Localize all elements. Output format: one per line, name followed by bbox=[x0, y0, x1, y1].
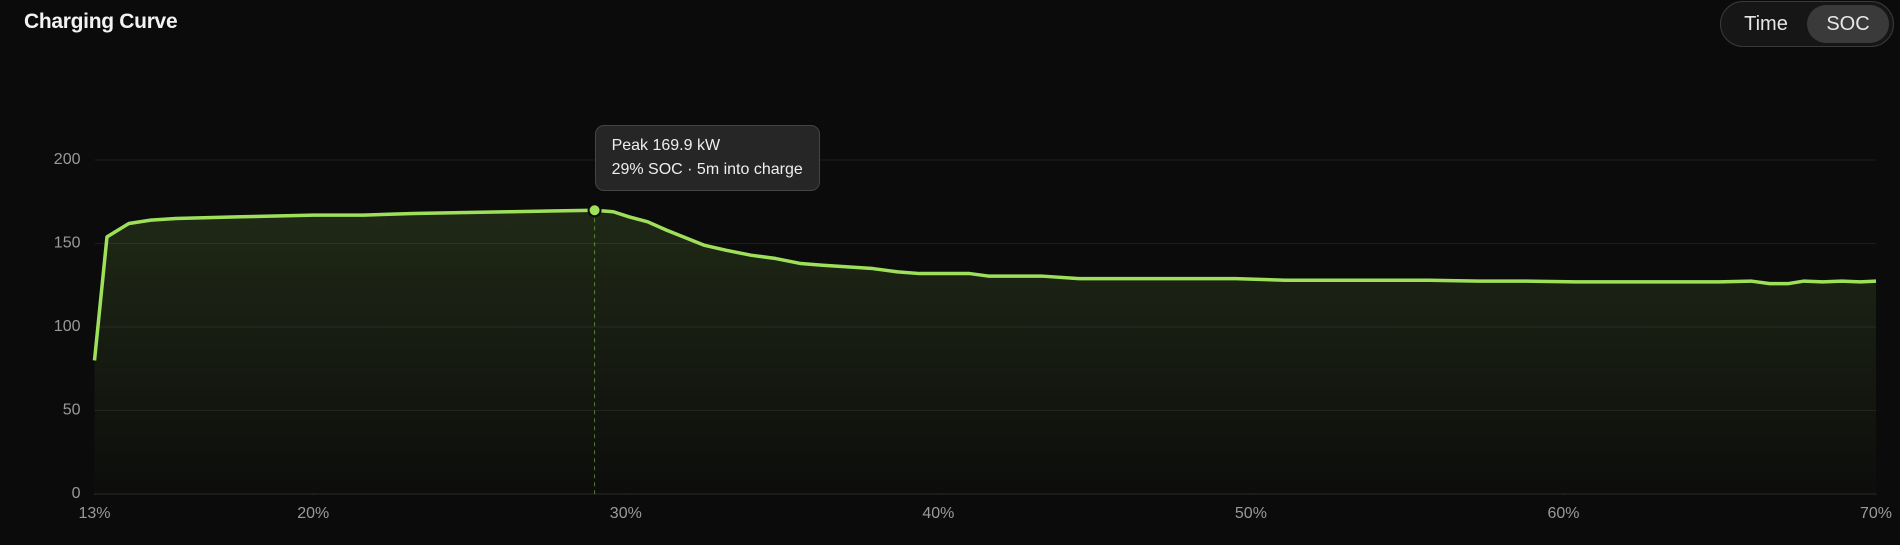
peak-marker bbox=[587, 203, 602, 218]
card-title: Charging Curve bbox=[24, 10, 178, 33]
x-tick-label: 30% bbox=[610, 505, 642, 522]
x-tick-label: 13% bbox=[78, 505, 110, 522]
x-tick-label: 50% bbox=[1235, 505, 1267, 522]
y-tick-label: 100 bbox=[54, 318, 81, 335]
x-tick-label: 60% bbox=[1547, 505, 1579, 522]
y-tick-label: 0 bbox=[72, 485, 81, 502]
line bbox=[92, 208, 1877, 361]
y-tick-label: 150 bbox=[54, 235, 81, 252]
x-tick-label: 70% bbox=[1860, 505, 1892, 522]
view-toggle: Time SOC bbox=[1720, 1, 1894, 47]
x-tick-label: 40% bbox=[922, 505, 954, 522]
toggle-soc[interactable]: SOC bbox=[1807, 5, 1889, 43]
y-tick-label: 200 bbox=[54, 151, 81, 168]
tooltip-line: Peak 169.9 kW bbox=[611, 137, 721, 155]
x-tick-label: 20% bbox=[297, 505, 329, 522]
toggle-time[interactable]: Time bbox=[1744, 12, 1788, 35]
area-fill bbox=[94, 210, 1876, 494]
y-tick-label: 50 bbox=[63, 402, 81, 419]
tooltip-line: 29% SOC · 5m into charge bbox=[611, 161, 803, 179]
tooltip: Peak 169.9 kW 29% SOC · 5m into charge bbox=[594, 125, 820, 192]
